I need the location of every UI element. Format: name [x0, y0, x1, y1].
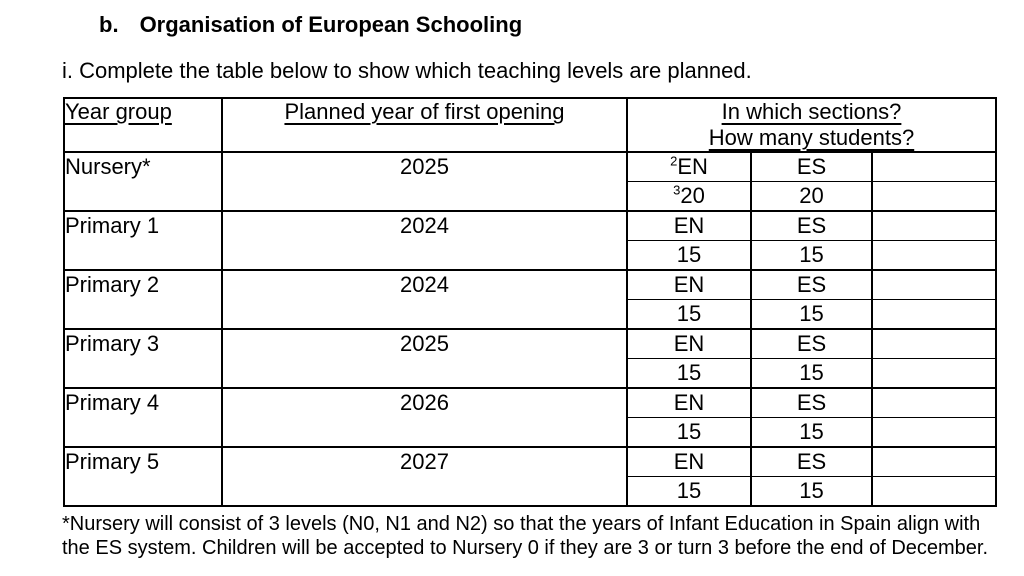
- opening-year-cell: 2025: [221, 328, 628, 389]
- footnote-ref: 3: [673, 182, 681, 198]
- section-label-cell: EN: [626, 269, 752, 300]
- student-count-cell: 15: [626, 358, 752, 389]
- student-count-cell-empty: [871, 417, 997, 448]
- table-row-nursery-counts: 320 20: [64, 181, 997, 212]
- footnote: *Nursery will consist of 3 levels (N0, N…: [62, 512, 1002, 560]
- student-count-cell: 15: [626, 476, 752, 507]
- year-group-cell: Primary 3: [63, 328, 223, 389]
- year-group-cell: Nursery*: [63, 151, 223, 212]
- section-label-cell-empty: [871, 387, 997, 418]
- table-row-primary-4: Primary 4 2026 EN ES: [63, 387, 997, 448]
- section-label-cell-empty: [871, 269, 997, 300]
- year-group-cell: Primary 4: [63, 387, 223, 448]
- year-group-cell: Primary 1: [63, 210, 223, 271]
- section-label-cell: EN: [626, 446, 752, 477]
- opening-year-cell: 2024: [221, 269, 628, 330]
- year-group-header: Year group: [63, 97, 223, 153]
- section-label-cell: ES: [750, 328, 873, 359]
- student-count-cell: 15: [750, 417, 873, 448]
- footnote-ref: 2: [670, 153, 678, 169]
- table-row-primary-4-counts: 15 15: [64, 417, 997, 448]
- opening-year-header: Planned year of first opening: [221, 97, 628, 153]
- planning-table: Year group Planned year of first opening…: [63, 97, 997, 507]
- section-label-cell: 2EN: [626, 151, 752, 182]
- student-count-cell: 15: [626, 417, 752, 448]
- section-label-cell-empty: [871, 210, 997, 241]
- year-group-cell: Primary 5: [63, 446, 223, 507]
- section-label-cell: ES: [750, 446, 873, 477]
- section-label-cell-empty: [871, 328, 997, 359]
- section-label-cell: ES: [750, 210, 873, 241]
- table-row-primary-5: Primary 5 2027 EN ES: [63, 446, 997, 507]
- table-row-primary-3: Primary 3 2025 EN ES: [63, 328, 997, 389]
- sections-header-line1: In which sections?: [721, 99, 902, 124]
- student-count-cell: 15: [750, 240, 873, 271]
- opening-year-cell: 2025: [221, 151, 628, 212]
- table-row-primary-1: Primary 1 2024 EN ES: [63, 210, 997, 271]
- student-count-cell: 15: [750, 299, 873, 330]
- student-count-cell: 15: [626, 299, 752, 330]
- student-count-cell: 20: [750, 181, 873, 212]
- sections-header-line2: How many students?: [708, 125, 915, 150]
- student-count-cell: 15: [626, 240, 752, 271]
- student-count-cell: 15: [750, 358, 873, 389]
- student-count-cell-empty: [871, 181, 997, 212]
- table-row-primary-2-counts: 15 15: [64, 299, 997, 330]
- opening-year-cell: 2027: [221, 446, 628, 507]
- section-heading-label: b.: [99, 12, 119, 37]
- footnote-line-2: the ES system. Children will be accepted…: [62, 537, 989, 559]
- opening-year-cell: 2024: [221, 210, 628, 271]
- table-header-row: Year group Planned year of first opening…: [63, 97, 997, 153]
- year-group-cell: Primary 2: [63, 269, 223, 330]
- section-heading-title: Organisation of European Schooling: [139, 12, 523, 37]
- student-count-cell-empty: [871, 240, 997, 271]
- footnote-line-1: *Nursery will consist of 3 levels (N0, N…: [62, 513, 981, 535]
- student-count-cell-empty: [871, 358, 997, 389]
- table-row-primary-2: Primary 2 2024 EN ES: [63, 269, 997, 330]
- section-label-cell: EN: [626, 328, 752, 359]
- section-label-cell: ES: [750, 151, 873, 182]
- section-label-cell: ES: [750, 387, 873, 418]
- sections-header: In which sections? How many students?: [626, 97, 997, 153]
- table-row-primary-1-counts: 15 15: [64, 240, 997, 271]
- section-label-cell: EN: [626, 387, 752, 418]
- student-count-cell: 320: [626, 181, 752, 212]
- student-count-cell-empty: [871, 476, 997, 507]
- instruction-text: i. Complete the table below to show whic…: [62, 58, 752, 83]
- section-label-cell-empty: [871, 446, 997, 477]
- section-heading: b. Organisation of European Schooling: [99, 12, 1024, 38]
- student-count-cell: 15: [750, 476, 873, 507]
- section-label-cell-empty: [871, 151, 997, 182]
- table-row-nursery: Nursery* 2025 2EN ES: [63, 151, 997, 212]
- opening-year-cell: 2026: [221, 387, 628, 448]
- section-label-cell: ES: [750, 269, 873, 300]
- student-count-cell-empty: [871, 299, 997, 330]
- section-label-cell: EN: [626, 210, 752, 241]
- table-row-primary-3-counts: 15 15: [64, 358, 997, 389]
- table-row-primary-5-counts: 15 15: [64, 476, 997, 507]
